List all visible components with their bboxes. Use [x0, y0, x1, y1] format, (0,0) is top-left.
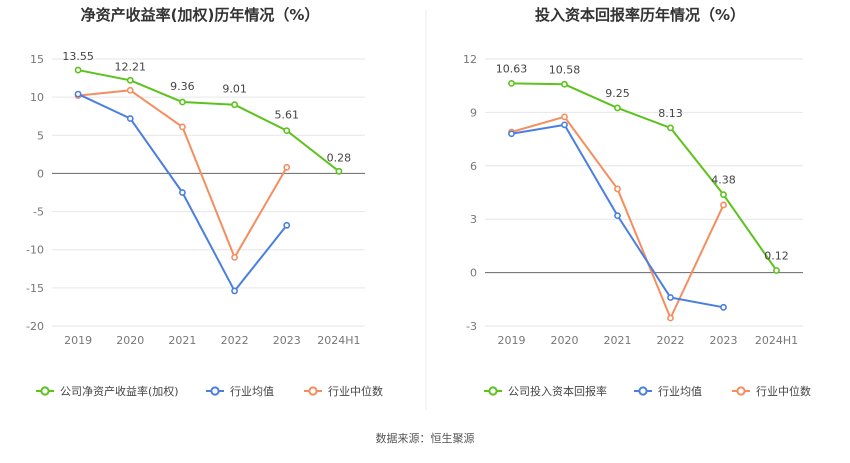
roic-data-point[interactable]	[667, 294, 674, 301]
roic-y-tick-label: -3	[466, 320, 477, 333]
roe-data-point[interactable]	[283, 127, 291, 135]
roic-y-tick-label: 3	[470, 213, 477, 226]
roic-legend: 公司投入资本回报率 行业均值 行业中位数	[484, 384, 811, 398]
roic-x-tick-label: 2019	[498, 334, 526, 347]
roic-x-tick-label: 2020	[551, 334, 579, 347]
roic-data-label: 9.25	[605, 87, 630, 100]
roic-legend-item-1[interactable]: 行业均值	[634, 385, 702, 398]
roe-x-tick-label: 2022	[221, 334, 249, 347]
legend-marker-icon	[488, 386, 498, 396]
roe-data-point[interactable]	[126, 115, 134, 122]
roe-y-tick-label: -10	[26, 244, 44, 257]
roic-chart: 投入资本回报率历年情况（%） 12 9 6 3 0 -3 2019 2020 2021 2022 2…	[463, 6, 811, 398]
roe-data-point[interactable]	[335, 167, 343, 175]
roe-legend: 公司净资产收益率(加权) 行业均值 行业中位数	[36, 384, 383, 398]
legend-marker-icon	[638, 386, 648, 396]
roic-legend-item-0[interactable]: 公司投入资本回报率	[484, 384, 607, 398]
roe-legend-item-2[interactable]: 行业中位数	[304, 384, 383, 398]
roe-chart: 净资产收益率(加权)历年情况（%） 15 10 5 0 -5 -10 -15 -20 2019 2…	[26, 6, 383, 398]
roe-data-label: 0.28	[327, 151, 352, 164]
roic-data-point[interactable]	[561, 113, 568, 121]
roe-y-tick-label: 15	[30, 53, 44, 66]
roic-x-tick-label: 2021	[604, 334, 632, 347]
roic-legend-label: 行业中位数	[756, 384, 811, 398]
roe-data-point[interactable]	[74, 66, 82, 74]
roic-data-label: 10.63	[496, 62, 528, 75]
roic-data-point[interactable]	[720, 201, 727, 209]
roic-legend-item-2[interactable]: 行业中位数	[732, 384, 811, 398]
roe-data-point[interactable]	[283, 221, 291, 229]
roic-data-label: 10.58	[549, 63, 581, 76]
roic-data-point[interactable]	[561, 80, 568, 88]
roe-data-label: 9.36	[170, 80, 195, 93]
roic-data-point[interactable]	[614, 212, 621, 220]
roe-x-tick-label: 2023	[273, 334, 301, 347]
legend-marker-icon	[210, 386, 220, 396]
roe-y-tick-label: 10	[30, 91, 44, 104]
roic-series-line-0	[511, 82, 778, 272]
roic-data-point[interactable]	[508, 79, 515, 87]
roic-x-tick-label: 2022	[657, 334, 685, 347]
roic-chart-title: 投入资本回报率历年情况（%）	[535, 6, 745, 24]
roe-chart-title: 净资产收益率(加权)历年情况（%）	[81, 6, 320, 24]
roe-data-point[interactable]	[74, 90, 82, 98]
roic-y-tick-label: 6	[470, 160, 477, 173]
roe-data-point[interactable]	[231, 253, 238, 261]
roe-legend-label: 行业均值	[230, 385, 274, 398]
roic-data-point[interactable]	[667, 124, 674, 132]
roe-x-tick-label: 2019	[64, 334, 92, 347]
roe-data-point[interactable]	[283, 163, 291, 171]
roic-data-point[interactable]	[614, 185, 621, 193]
roe-x-tick-label: 2024H1	[317, 334, 360, 347]
roe-y-tick-label: 5	[37, 129, 44, 142]
roic-legend-label: 行业均值	[658, 385, 702, 398]
roe-data-label: 12.21	[115, 60, 147, 73]
roe-x-tick-label: 2021	[168, 334, 196, 347]
roic-data-point[interactable]	[561, 121, 568, 129]
roe-legend-label: 行业中位数	[328, 384, 383, 398]
roe-data-point[interactable]	[179, 189, 186, 196]
roic-data-label: 8.13	[658, 107, 683, 120]
roe-data-label: 13.55	[62, 50, 94, 63]
roic-data-point[interactable]	[720, 191, 727, 199]
roic-y-tick-label: 0	[470, 267, 477, 280]
roic-data-point[interactable]	[720, 303, 727, 311]
legend-marker-icon	[40, 386, 50, 396]
roic-data-point[interactable]	[773, 267, 780, 274]
roe-data-label: 5.61	[275, 109, 300, 122]
roe-legend-item-1[interactable]: 行业均值	[206, 385, 274, 398]
roic-data-point[interactable]	[614, 104, 621, 112]
roe-data-point[interactable]	[179, 123, 186, 131]
roe-y-tick-label: -20	[26, 320, 44, 333]
roe-y-tick-label: -5	[33, 206, 44, 219]
legend-marker-icon	[308, 386, 318, 396]
roic-x-tick-label: 2024H1	[755, 334, 798, 347]
roic-data-label: 4.38	[711, 174, 736, 187]
roe-legend-item-0[interactable]: 公司净资产收益率(加权)	[36, 384, 179, 398]
roe-data-point[interactable]	[126, 76, 134, 84]
roic-y-tick-label: 9	[470, 106, 477, 119]
roe-y-tick-label: -15	[26, 282, 44, 295]
roic-y-tick-label: 12	[463, 53, 477, 66]
legend-marker-icon	[736, 386, 746, 396]
roe-legend-label: 公司净资产收益率(加权)	[60, 384, 179, 398]
roe-y-tick-label: 0	[37, 167, 44, 180]
roic-data-label: 0.12	[764, 249, 789, 262]
roe-data-label: 9.01	[222, 83, 247, 96]
roic-data-point[interactable]	[667, 314, 674, 322]
roic-legend-label: 公司投入资本回报率	[508, 384, 607, 398]
roic-x-tick-label: 2023	[710, 334, 738, 347]
data-source: 数据来源：恒生聚源	[376, 431, 475, 445]
roe-x-tick-label: 2020	[116, 334, 144, 347]
roic-data-point[interactable]	[508, 130, 515, 138]
roe-data-point[interactable]	[179, 98, 186, 106]
roe-data-point[interactable]	[126, 86, 134, 94]
roe-data-point[interactable]	[231, 287, 238, 295]
roe-data-point[interactable]	[231, 101, 238, 109]
roe-series-line-0	[77, 69, 340, 173]
